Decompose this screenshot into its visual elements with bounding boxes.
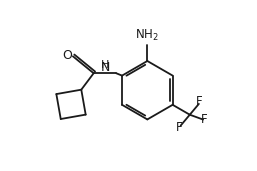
- Text: H: H: [101, 60, 109, 70]
- Text: NH$_2$: NH$_2$: [135, 28, 159, 43]
- Text: F: F: [201, 113, 208, 126]
- Text: F: F: [176, 121, 182, 134]
- Text: F: F: [196, 95, 202, 108]
- Text: O: O: [63, 49, 72, 62]
- Text: N: N: [100, 61, 110, 75]
